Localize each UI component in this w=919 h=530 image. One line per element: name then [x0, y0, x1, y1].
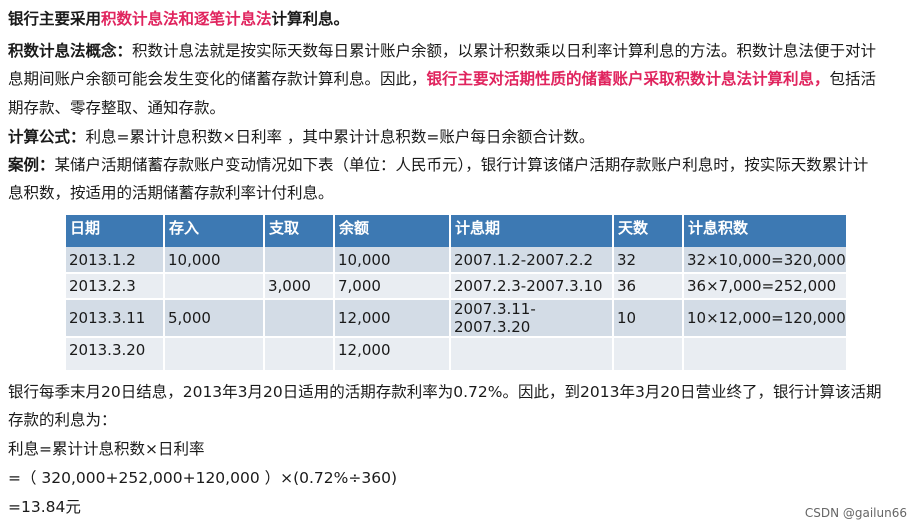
cell-withdrawal: 3,000: [264, 273, 335, 300]
cell-accumulation: 32×10,000=320,000: [683, 247, 848, 274]
cell-date: 2013.1.2: [66, 247, 165, 274]
conclusion-line-5: =13.84元: [8, 497, 81, 517]
example-label: 案例：: [8, 156, 55, 174]
concept-text-2-prefix: 息期间账户余额可能会发生变化的储蓄存款计算利息。因此，: [8, 70, 427, 88]
cell-period: 2007.3.11-2007.3.20: [450, 299, 614, 338]
interest-calculation: =（ 320,000+252,000+120,000 ）×(0.72%÷360): [8, 469, 397, 487]
table-row: 2013.3.11 5,000 12,000 2007.3.11-2007.3.…: [66, 299, 848, 338]
concept-line-2: 息期间账户余额可能会发生变化的储蓄存款计算利息。因此，银行主要对活期性质的储蓄账…: [8, 69, 876, 89]
conclusion-line-4: =（ 320,000+252,000+120,000 ）×(0.72%÷360): [8, 468, 397, 488]
cell-accumulation: 36×7,000=252,000: [683, 273, 848, 300]
conclusion-line-2: 存款的利息为：: [8, 410, 117, 430]
conclusion-text-2: 存款的利息为：: [8, 411, 117, 429]
cell-period: 2007.1.2-2007.2.2: [450, 247, 614, 274]
cell-balance: 12,000: [334, 337, 451, 372]
table-row: 2013.3.20 12,000: [66, 337, 848, 372]
interest-formula: 利息=累计计息积数×日利率: [8, 440, 205, 458]
table-row: 2013.1.2 10,000 10,000 2007.1.2-2007.2.2…: [66, 247, 848, 274]
header-accumulation: 计息积数: [683, 215, 848, 247]
table-header-row: 日期 存入 支取 余额 计息期 天数 计息积数: [66, 215, 848, 247]
cell-withdrawal: [264, 299, 335, 338]
header-days: 天数: [613, 215, 684, 247]
concept-line-3: 期存款、零存整取、通知存款。: [8, 98, 225, 118]
header-date: 日期: [66, 215, 165, 247]
cell-balance: 10,000: [334, 247, 451, 274]
cell-period: [450, 337, 614, 372]
title-line: 银行主要采用积数计息法和逐笔计息法计算利息。: [8, 9, 349, 29]
cell-balance: 12,000: [334, 299, 451, 338]
header-balance: 余额: [334, 215, 451, 247]
title-prefix: 银行主要采用: [8, 10, 102, 28]
cell-accumulation: [683, 337, 848, 372]
formula-text: 利息=累计计息积数×日利率 ，其中累计计息积数=账户每日余额合计数。: [85, 128, 595, 146]
concept-text-3: 期存款、零存整取、通知存款。: [8, 99, 226, 117]
concept-line-1: 积数计息法概念：积数计息法就是按实际天数每日累计账户余额，以累计积数乘以日利率计…: [8, 41, 876, 61]
concept-label: 积数计息法概念：: [8, 42, 133, 60]
cell-deposit: [164, 337, 265, 372]
cell-days: 36: [613, 273, 684, 300]
table-row: 2013.2.3 3,000 7,000 2007.2.3-2007.3.10 …: [66, 273, 848, 300]
cell-period: 2007.2.3-2007.3.10: [450, 273, 614, 300]
cell-days: 32: [613, 247, 684, 274]
cell-date: 2013.2.3: [66, 273, 165, 300]
cell-date: 2013.3.11: [66, 299, 165, 338]
cell-days: 10: [613, 299, 684, 338]
concept-text-2-suffix: 包括活: [829, 70, 877, 88]
conclusion-text-1: 银行每季末月20日结息，2013年3月20日适用的活期存款利率为0.72%。因此…: [8, 383, 882, 401]
cell-withdrawal: [264, 337, 335, 372]
header-withdrawal: 支取: [264, 215, 335, 247]
cell-accumulation: 10×12,000=120,000: [683, 299, 848, 338]
conclusion-line-3: 利息=累计计息积数×日利率: [8, 439, 204, 459]
header-period: 计息期: [450, 215, 614, 247]
cell-days: [613, 337, 684, 372]
example-text-2: 息积数，按适用的活期储蓄存款利率计付利息。: [8, 184, 334, 202]
cell-balance: 7,000: [334, 273, 451, 300]
concept-text-2-highlight: 银行主要对活期性质的储蓄账户采取积数计息法计算利息，: [426, 70, 830, 88]
cell-deposit: 5,000: [164, 299, 265, 338]
csdn-watermark: CSDN @gailun66: [804, 506, 907, 520]
title-suffix: 计算利息。: [271, 10, 350, 28]
cell-withdrawal: [264, 247, 335, 274]
title-highlight: 积数计息法和逐笔计息法: [101, 10, 272, 28]
cell-deposit: [164, 273, 265, 300]
account-table: 日期 存入 支取 余额 计息期 天数 计息积数 2013.1.2 10,000 …: [66, 215, 848, 372]
example-line-2: 息积数，按适用的活期储蓄存款利率计付利息。: [8, 183, 334, 203]
example-line-1: 案例：某储户活期储蓄存款账户变动情况如下表（单位：人民币元），银行计算该储户活期…: [8, 155, 868, 175]
formula-label: 计算公式：: [8, 128, 86, 146]
header-deposit: 存入: [164, 215, 265, 247]
interest-result: =13.84元: [8, 498, 81, 516]
conclusion-line-1: 银行每季末月20日结息，2013年3月20日适用的活期存款利率为0.72%。因此…: [8, 382, 882, 402]
cell-date: 2013.3.20: [66, 337, 165, 372]
example-text-1: 某储户活期储蓄存款账户变动情况如下表（单位：人民币元），银行计算该储户活期存款账…: [54, 156, 869, 174]
formula-line: 计算公式：利息=累计计息积数×日利率 ，其中累计计息积数=账户每日余额合计数。: [8, 127, 594, 147]
concept-text-1: 积数计息法就是按实际天数每日累计账户余额，以累计积数乘以日利率计算利息的方法。积…: [132, 42, 877, 60]
cell-deposit: 10,000: [164, 247, 265, 274]
